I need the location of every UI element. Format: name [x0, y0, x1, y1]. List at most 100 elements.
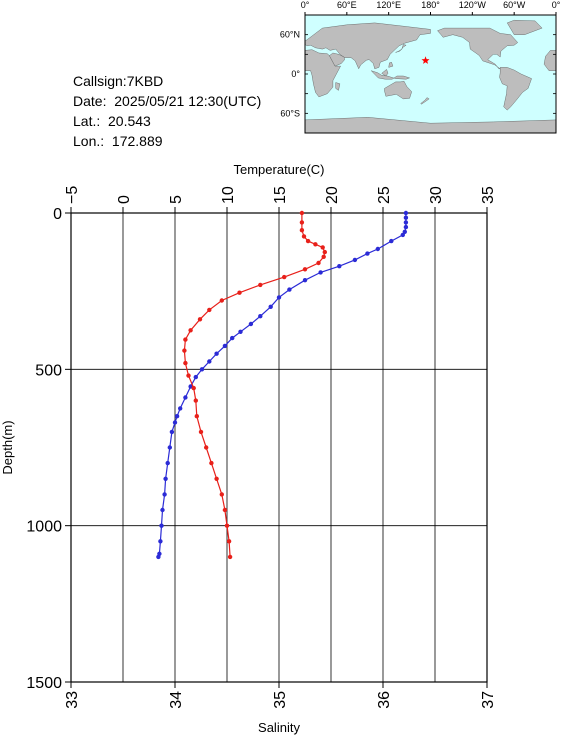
callsign-line: Callsign:7KBD: [73, 73, 164, 89]
salinity-data-point: [188, 328, 193, 333]
temperature-data-point: [162, 492, 167, 497]
salinity-data-point: [258, 282, 263, 288]
temperature-data-point: [158, 539, 163, 544]
map-lat-label: 60°S: [280, 108, 300, 118]
temperature-tick-label: 25: [376, 186, 393, 204]
salinity-data-point: [320, 245, 325, 250]
salinity-data-point: [207, 307, 212, 313]
map-landmass: [329, 52, 345, 67]
temperature-data-point: [214, 351, 219, 356]
salinity-data-point: [182, 348, 187, 353]
temperature-data-point: [268, 304, 273, 309]
temperature-data-point: [193, 374, 198, 380]
depth-tick-label: 1500: [26, 675, 62, 692]
salinity-data-point: [237, 290, 242, 295]
temperature-profile-line: [157, 213, 407, 558]
salinity-profile-line: [183, 213, 326, 557]
latitude-line: Lat.: 20.543: [73, 113, 151, 129]
salinity-data-point: [219, 298, 224, 303]
temperature-data-point: [258, 314, 263, 319]
map-lon-label: 60°W: [503, 0, 526, 10]
temperature-tick-label: −5: [64, 186, 81, 204]
salinity-data-point: [227, 554, 233, 560]
location-map: 0° 60°E 120°E 180° 120°W 60°W 0° 60°N 0° 60°S: [280, 0, 561, 134]
map-lat-label: 0°: [291, 69, 300, 79]
salinity-data-point: [313, 242, 318, 247]
temperature-data-point: [318, 270, 323, 275]
map-landmass: [388, 61, 394, 68]
salinity-data-point: [204, 445, 209, 450]
temperature-data-point: [352, 257, 358, 263]
map-lon-label: 60°E: [337, 0, 357, 10]
salinity-data-point: [226, 539, 232, 544]
temperature-tick-label: 0: [116, 195, 133, 204]
temperature-axis-title: Temperature(C): [233, 162, 324, 177]
map-landmass: [420, 97, 430, 105]
temperature-tick-label: 35: [480, 186, 497, 204]
map-landmass: [335, 82, 341, 91]
temperature-tick-label: 30: [428, 186, 445, 204]
temperature-data-point: [172, 420, 178, 425]
salinity-tick-label: 35: [272, 691, 289, 709]
salinity-data-point: [321, 254, 326, 259]
salinity-data-point: [222, 507, 228, 513]
map-lat-label: 60°N: [280, 30, 300, 40]
station-info: Callsign:7KBD Date: 2025/05/21 12:30(UTC…: [73, 71, 261, 151]
temperature-tick-label: 10: [220, 186, 237, 204]
temperature-tick-label: 15: [272, 186, 289, 204]
map-landmass: [381, 69, 389, 77]
temperature-data-point: [365, 251, 370, 256]
depth-tick-label: 0: [53, 206, 62, 223]
depth-axis-title: Depth(m): [0, 420, 15, 474]
temperature-data-point: [222, 343, 228, 349]
map-lon-label: 180°: [421, 0, 440, 10]
map-lon-label: 120°W: [459, 0, 487, 10]
salinity-data-point: [305, 238, 311, 244]
temperature-data-point: [238, 329, 243, 334]
salinity-tick-label: 33: [64, 691, 81, 709]
map-lon-label: 0°: [301, 0, 310, 10]
salinity-data-point: [198, 429, 204, 435]
temperature-data-point: [403, 210, 409, 216]
map-landmass: [499, 67, 532, 111]
temperature-data-point: [248, 321, 254, 327]
temperature-data-point: [287, 287, 292, 292]
temperature-data-point: [230, 335, 235, 341]
depth-tick-label: 1000: [26, 519, 62, 536]
map-landmass: [437, 27, 518, 70]
temperature-data-point: [156, 554, 161, 560]
salinity-data-point: [299, 210, 305, 216]
salinity-data-point: [302, 267, 308, 272]
salinity-data-point: [183, 360, 188, 366]
temperature-data-point: [302, 278, 308, 283]
salinity-data-point: [186, 373, 191, 378]
temperature-data-point: [167, 445, 172, 450]
salinity-data-point: [197, 317, 203, 322]
salinity-data-point: [316, 260, 321, 266]
temperature-tick-label: 20: [324, 186, 341, 204]
salinity-data-point: [183, 337, 188, 342]
map-lon-label: 0°: [552, 0, 561, 10]
temperature-data-point: [183, 395, 188, 400]
salinity-axis-title: Salinity: [258, 720, 300, 735]
salinity-data-point: [299, 220, 305, 225]
salinity-data-point: [299, 228, 305, 233]
temperature-data-point: [159, 523, 164, 528]
salinity-tick-label: 34: [168, 691, 185, 709]
salinity-data-point: [193, 398, 198, 403]
temperature-data-point: [389, 238, 394, 244]
salinity-data-point: [224, 523, 230, 528]
temperature-data-point: [403, 220, 409, 225]
map-landmass: [304, 22, 431, 70]
temperature-data-point: [174, 414, 180, 419]
salinity-tick-label: 37: [480, 691, 497, 709]
salinity-data-point: [282, 274, 287, 280]
map-landmass: [384, 80, 412, 100]
salinity-data-point: [209, 460, 214, 466]
temperature-tick-label: 5: [168, 195, 185, 204]
temperature-data-point: [178, 406, 183, 411]
temperature-data-point: [199, 367, 205, 372]
map-lon-label: 120°E: [376, 0, 401, 10]
map-landmass: [304, 49, 341, 98]
temperature-data-point: [403, 215, 409, 220]
